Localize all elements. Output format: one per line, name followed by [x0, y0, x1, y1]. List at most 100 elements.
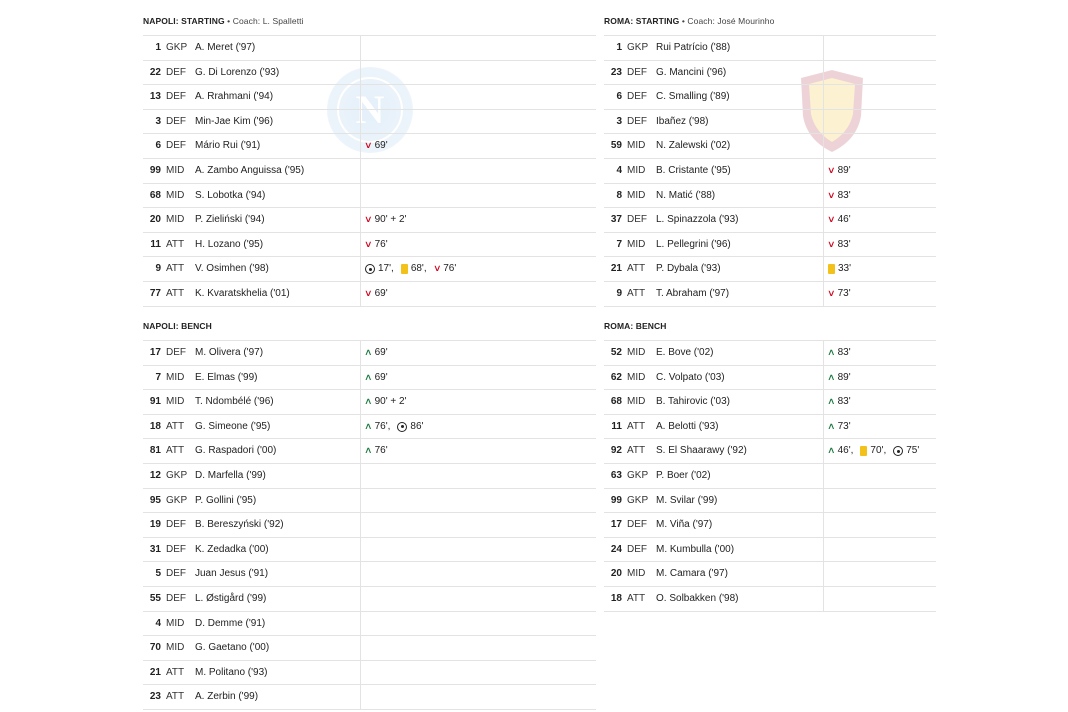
player-name[interactable]: P. Boer ('02) [656, 469, 711, 481]
player-row[interactable]: 18 ATT G. Simeone ('95) ∧ 76', 86' [143, 415, 596, 440]
player-row[interactable]: 52 MID E. Bove ('02) ∧ 83' [604, 341, 936, 366]
player-name[interactable]: A. Zambo Anguissa ('95) [195, 164, 305, 176]
player-row[interactable]: 55 DEF L. Østigård ('99) [143, 587, 596, 612]
player-row[interactable]: 95 GKP P. Gollini ('95) [143, 489, 596, 514]
player-row[interactable]: 91 MID T. Ndombélé ('96) ∧ 90' + 2' [143, 390, 596, 415]
player-name[interactable]: Rui Patrício ('88) [656, 42, 731, 53]
player-name[interactable]: M. Camara ('97) [656, 568, 728, 580]
player-name[interactable]: B. Tahirovic ('03) [656, 396, 730, 408]
player-name[interactable]: G. Simeone ('95) [195, 420, 271, 432]
player-row[interactable]: 62 MID C. Volpato ('03) ∧ 89' [604, 366, 936, 391]
player-row[interactable]: 21 ATT M. Politano ('93) [143, 661, 596, 686]
player-row[interactable]: 18 ATT O. Solbakken ('98) [604, 587, 936, 612]
player-row[interactable]: 19 DEF B. Bereszyński ('92) [143, 513, 596, 538]
player-row[interactable]: 7 MID L. Pellegrini ('96) ∨ 83' [604, 233, 936, 258]
player-row[interactable]: 21 ATT P. Dybala ('93) 33' [604, 257, 936, 282]
player-row[interactable]: 81 ATT G. Raspadori ('00) ∧ 76' [143, 439, 596, 464]
player-name[interactable]: D. Marfella ('99) [195, 469, 266, 481]
player-row[interactable]: 17 DEF M. Olivera ('97) ∧ 69' [143, 341, 596, 366]
player-row[interactable]: 20 MID M. Camara ('97) [604, 562, 936, 587]
player-row[interactable]: 68 MID S. Lobotka ('94) [143, 184, 596, 209]
player-name[interactable]: D. Demme ('91) [195, 617, 266, 629]
player-name[interactable]: G. Raspadori ('00) [195, 445, 277, 457]
player-row[interactable]: 99 MID A. Zambo Anguissa ('95) [143, 159, 596, 184]
player-name[interactable]: L. Østigård ('99) [195, 592, 267, 604]
player-name[interactable]: N. Zalewski ('02) [656, 140, 731, 152]
player-name[interactable]: O. Solbakken ('98) [656, 592, 739, 604]
player-row[interactable]: 77 ATT K. Kvaratskhelia ('01) ∨ 69' [143, 282, 596, 307]
player-name[interactable]: H. Lozano ('95) [195, 238, 264, 250]
player-name[interactable]: M. Svilar ('99) [656, 494, 718, 506]
player-row[interactable]: 13 DEF A. Rrahmani ('94) [143, 85, 596, 110]
player-row[interactable]: 11 ATT A. Belotti ('93) ∧ 73' [604, 415, 936, 440]
player-name[interactable]: G. Di Lorenzo ('93) [195, 66, 280, 78]
player-name[interactable]: M. Kumbulla ('00) [656, 543, 735, 555]
player-name[interactable]: P. Dybala ('93) [656, 263, 721, 275]
player-name[interactable]: C. Smalling ('89) [656, 91, 730, 103]
player-row[interactable]: 24 DEF M. Kumbulla ('00) [604, 538, 936, 563]
player-name[interactable]: B. Cristante ('95) [656, 164, 731, 176]
match-events: ∧ 90' + 2' [364, 390, 411, 414]
player-row[interactable]: 63 GKP P. Boer ('02) [604, 464, 936, 489]
player-name[interactable]: Ibañez ('98) [656, 115, 709, 127]
player-name[interactable]: Min-Jae Kim ('96) [195, 115, 274, 127]
player-row[interactable]: 23 DEF G. Mancini ('96) [604, 61, 936, 86]
player-name[interactable]: S. El Shaarawy ('92) [656, 445, 747, 457]
player-name[interactable]: G. Mancini ('96) [656, 66, 727, 78]
player-name[interactable]: E. Elmas ('99) [195, 371, 258, 383]
player-row[interactable]: 6 DEF Mário Rui ('91) ∨ 69' [143, 134, 596, 159]
player-name[interactable]: V. Osimhen ('98) [195, 263, 269, 275]
player-row[interactable]: 3 DEF Min-Jae Kim ('96) [143, 110, 596, 135]
player-row[interactable]: 7 MID E. Elmas ('99) ∧ 69' [143, 366, 596, 391]
player-name[interactable]: S. Lobotka ('94) [195, 189, 266, 201]
player-row[interactable]: 11 ATT H. Lozano ('95) ∨ 76' [143, 233, 596, 258]
player-row[interactable]: 3 DEF Ibañez ('98) [604, 110, 936, 135]
player-row[interactable]: 17 DEF M. Viña ('97) [604, 513, 936, 538]
player-row[interactable]: 59 MID N. Zalewski ('02) [604, 134, 936, 159]
player-name[interactable]: Mário Rui ('91) [195, 140, 261, 152]
player-name[interactable]: C. Volpato ('03) [656, 371, 725, 383]
player-name[interactable]: M. Politano ('93) [195, 666, 268, 678]
player-row[interactable]: 4 MID B. Cristante ('95) ∨ 89' [604, 159, 936, 184]
player-row[interactable]: 6 DEF C. Smalling ('89) [604, 85, 936, 110]
player-row[interactable]: 1 GKP Rui Patrício ('88) [604, 36, 936, 61]
player-name[interactable]: A. Zerbin ('99) [195, 691, 259, 703]
player-row[interactable]: 22 DEF G. Di Lorenzo ('93) [143, 61, 596, 86]
position: ATT [166, 691, 185, 703]
player-name[interactable]: P. Zieliński ('94) [195, 214, 265, 226]
player-row[interactable]: 5 DEF Juan Jesus ('91) [143, 562, 596, 587]
player-row[interactable]: 68 MID B. Tahirovic ('03) ∧ 83' [604, 390, 936, 415]
player-row[interactable]: 23 ATT A. Zerbin ('99) [143, 685, 596, 710]
player-name[interactable]: A. Belotti ('93) [656, 420, 719, 432]
player-name[interactable]: K. Zedadka ('00) [195, 543, 269, 555]
player-row[interactable]: 9 ATT V. Osimhen ('98) 17', 68', ∨ 76' [143, 257, 596, 282]
player-name[interactable]: T. Abraham ('97) [656, 287, 730, 299]
match-events: ∧ 89' [827, 366, 855, 390]
player-name[interactable]: M. Viña ('97) [656, 519, 713, 531]
chevron-down-icon: ∨ [827, 287, 836, 298]
player-name[interactable]: B. Bereszyński ('92) [195, 519, 284, 531]
player-row[interactable]: 37 DEF L. Spinazzola ('93) ∨ 46' [604, 208, 936, 233]
player-name[interactable]: A. Rrahmani ('94) [195, 91, 274, 103]
player-row[interactable]: 99 GKP M. Svilar ('99) [604, 489, 936, 514]
player-row[interactable]: 1 GKP A. Meret ('97) [143, 36, 596, 61]
player-row[interactable]: 12 GKP D. Marfella ('99) [143, 464, 596, 489]
player-name[interactable]: E. Bove ('02) [656, 347, 714, 358]
player-row[interactable]: 20 MID P. Zieliński ('94) ∨ 90' + 2' [143, 208, 596, 233]
player-row[interactable]: 9 ATT T. Abraham ('97) ∨ 73' [604, 282, 936, 307]
player-name[interactable]: Juan Jesus ('91) [195, 568, 269, 580]
player-name[interactable]: N. Matić ('88) [656, 189, 716, 201]
player-name[interactable]: L. Pellegrini ('96) [656, 238, 731, 250]
player-row[interactable]: 8 MID N. Matić ('88) ∨ 83' [604, 184, 936, 209]
player-name[interactable]: G. Gaetano ('00) [195, 642, 270, 654]
player-name[interactable]: M. Olivera ('97) [195, 347, 264, 358]
player-name[interactable]: T. Ndombélé ('96) [195, 396, 274, 408]
player-row[interactable]: 92 ATT S. El Shaarawy ('92) ∧ 46', 70', 75' [604, 439, 936, 464]
player-row[interactable]: 31 DEF K. Zedadka ('00) [143, 538, 596, 563]
player-name[interactable]: A. Meret ('97) [195, 42, 256, 53]
player-name[interactable]: P. Gollini ('95) [195, 494, 257, 506]
player-name[interactable]: K. Kvaratskhelia ('01) [195, 287, 290, 299]
player-name[interactable]: L. Spinazzola ('93) [656, 214, 739, 226]
player-row[interactable]: 4 MID D. Demme ('91) [143, 612, 596, 637]
player-row[interactable]: 70 MID G. Gaetano ('00) [143, 636, 596, 661]
